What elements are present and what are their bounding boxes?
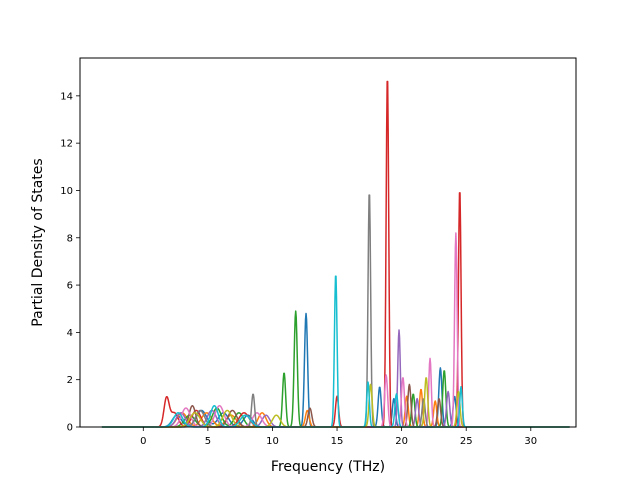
series-line-6 [101, 232, 570, 428]
y-tick-label: 0 [67, 423, 73, 434]
y-axis-ticks: 0 2 4 6 8 10 12 14 [60, 91, 80, 434]
x-axis-label: Frequency (THz) [271, 459, 385, 475]
x-tick-label: 15 [331, 436, 344, 447]
y-tick-label: 12 [60, 139, 73, 150]
y-tick-label: 4 [67, 328, 73, 339]
y-tick-label: 14 [60, 91, 73, 102]
y-axis-label: Partial Density of States [30, 158, 46, 326]
x-tick-label: 0 [140, 436, 146, 447]
x-tick-label: 25 [460, 436, 473, 447]
x-tick-label: 20 [395, 436, 408, 447]
plot-lines [101, 80, 570, 428]
y-tick-label: 10 [60, 186, 73, 197]
series-line-3 [101, 80, 570, 428]
series-line-7 [101, 194, 570, 428]
x-axis-ticks: 0 5 10 15 20 25 30 [140, 427, 537, 447]
y-tick-label: 2 [67, 375, 73, 386]
x-tick-label: 30 [524, 436, 537, 447]
axes-frame [79, 57, 577, 428]
x-tick-label: 5 [205, 436, 211, 447]
x-tick-label: 10 [266, 436, 279, 447]
y-tick-label: 8 [67, 233, 73, 244]
y-tick-label: 6 [67, 281, 73, 292]
